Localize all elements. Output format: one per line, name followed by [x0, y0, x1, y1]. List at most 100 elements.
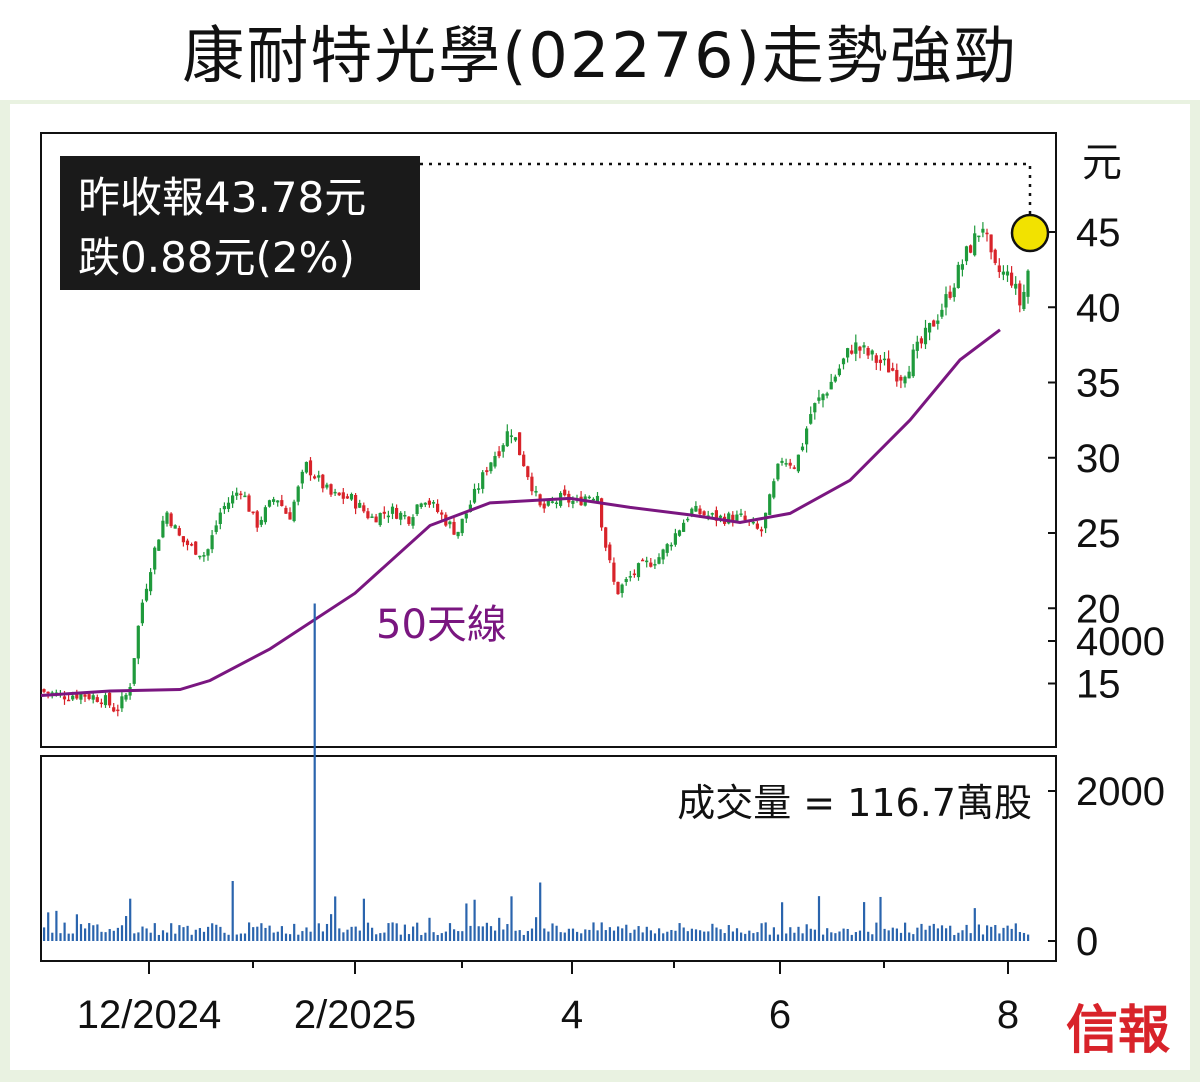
- volume-bar: [412, 926, 415, 941]
- volume-bar: [453, 929, 456, 941]
- candle-body: [751, 521, 755, 524]
- candle-body: [682, 522, 686, 532]
- volume-bar: [834, 933, 837, 941]
- volume-bar: [895, 928, 898, 941]
- volume-bar: [465, 903, 468, 941]
- volume-bar: [727, 925, 730, 941]
- candle-body: [313, 476, 317, 479]
- candle-body: [251, 511, 255, 514]
- candle-body: [661, 549, 665, 560]
- volume-bar: [182, 927, 185, 941]
- volume-bar: [957, 932, 960, 941]
- candle-body: [276, 500, 280, 503]
- candle-body: [419, 503, 423, 507]
- candle-body: [329, 484, 333, 495]
- volume-bar: [658, 928, 661, 941]
- candle-body: [116, 709, 120, 712]
- candle-body: [550, 501, 554, 503]
- candle-body: [735, 514, 739, 521]
- volume-bar: [612, 930, 616, 941]
- volume-bar: [358, 930, 361, 941]
- volume-bar: [940, 925, 944, 941]
- volume-bar: [481, 926, 484, 941]
- candle-body: [677, 530, 682, 536]
- volume-bar: [567, 928, 570, 941]
- volume-bar: [953, 934, 956, 941]
- candle-body: [46, 691, 50, 694]
- candle-body: [288, 512, 292, 520]
- candle-body: [374, 516, 378, 523]
- volume-bar: [801, 933, 804, 941]
- volume-bar: [883, 928, 886, 941]
- volume-bar: [891, 927, 894, 941]
- candle-body: [403, 514, 407, 517]
- candle-body: [436, 503, 440, 512]
- candle-body: [1001, 271, 1005, 275]
- candle-body: [768, 494, 772, 515]
- volume-bar: [1010, 928, 1013, 941]
- volume-bar: [580, 933, 583, 941]
- candle-body: [231, 495, 235, 504]
- candle-body: [226, 502, 231, 509]
- volume-bar: [994, 925, 997, 941]
- candle-body: [345, 496, 349, 499]
- volume-bar: [366, 922, 370, 941]
- candle-body: [239, 493, 243, 496]
- candle-body: [628, 576, 632, 578]
- volume-bar: [961, 930, 964, 941]
- volume-bar: [526, 931, 529, 941]
- volume-bar: [461, 931, 464, 941]
- volume-bar: [506, 924, 509, 941]
- volume-bar: [850, 934, 853, 941]
- volume-bar: [469, 925, 472, 941]
- candle-body: [587, 496, 591, 499]
- candle-body: [841, 358, 846, 365]
- candle-body: [895, 369, 899, 382]
- volume-bar: [530, 928, 534, 941]
- volume-tick-label: 4000: [1076, 620, 1165, 664]
- volume-bar: [768, 934, 771, 941]
- volume-bar: [190, 934, 193, 941]
- volume-bar: [785, 933, 788, 941]
- candle-body: [177, 528, 181, 536]
- volume-bar: [510, 896, 513, 941]
- candle-body: [891, 368, 895, 371]
- candle-body: [149, 572, 153, 592]
- chart-title: 康耐特光學(02276)走勢強勁: [0, 0, 1200, 100]
- candle-body: [399, 512, 403, 520]
- candle-body: [522, 454, 526, 467]
- candle-body: [259, 519, 263, 525]
- candle-body: [362, 505, 366, 512]
- volume-bar: [625, 924, 628, 941]
- candle-body: [887, 358, 891, 373]
- candle-body: [546, 500, 550, 506]
- candle-body: [616, 581, 620, 595]
- candle-body: [255, 511, 259, 528]
- volume-bar: [854, 932, 857, 941]
- candle-body: [542, 503, 546, 509]
- volume-bar: [670, 929, 673, 941]
- volume-bar: [116, 927, 119, 941]
- publisher-logo: 信報: [1066, 1000, 1170, 1061]
- volume-bar: [84, 928, 87, 941]
- candle-body: [669, 544, 673, 547]
- volume-bar: [313, 603, 316, 941]
- candle-body: [263, 507, 267, 523]
- volume-bar: [272, 932, 275, 941]
- volume-bar: [969, 933, 972, 941]
- volume-bar: [551, 923, 554, 941]
- price-tick-label: 35: [1076, 362, 1121, 406]
- volume-bar: [600, 922, 603, 941]
- candle-body: [140, 602, 144, 624]
- candle-body: [370, 516, 374, 518]
- volume-bar: [362, 898, 365, 941]
- candle-body: [280, 500, 284, 506]
- candle-body: [481, 472, 485, 489]
- candle-body: [911, 349, 915, 377]
- volume-bar: [653, 933, 657, 941]
- time-tick-label: 6: [769, 993, 791, 1037]
- volume-bar: [161, 930, 165, 941]
- candle-body: [198, 555, 202, 558]
- volume-bar: [908, 932, 911, 941]
- volume-bar: [43, 927, 46, 941]
